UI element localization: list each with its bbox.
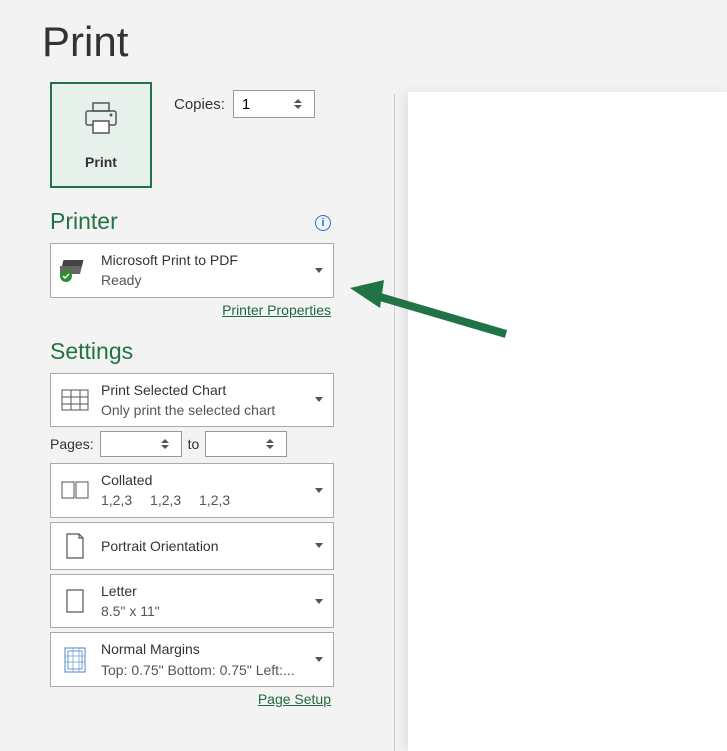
letter-icon <box>59 588 91 614</box>
printer-icon <box>81 101 121 142</box>
pages-from-stepper[interactable] <box>100 431 182 457</box>
margins-select[interactable]: Normal Margins Top: 0.75" Bottom: 0.75" … <box>50 632 334 687</box>
margins-title: Normal Margins <box>101 639 305 659</box>
chart-grid-icon <box>59 389 91 411</box>
copies-stepper[interactable] <box>233 90 315 118</box>
print-panel: Print Copies: Printer i <box>0 66 360 709</box>
up-arrow-icon[interactable] <box>161 439 169 443</box>
chevron-down-icon <box>315 543 323 548</box>
print-button[interactable]: Print <box>50 82 152 188</box>
printer-section-title: Printer <box>50 208 118 235</box>
pages-label: Pages: <box>50 436 94 452</box>
chevron-down-icon <box>315 268 323 273</box>
page-setup-link[interactable]: Page Setup <box>258 691 331 707</box>
printer-status: Ready <box>101 270 305 290</box>
printer-ready-icon <box>59 258 91 282</box>
printer-properties-link[interactable]: Printer Properties <box>222 302 331 318</box>
pages-to-label: to <box>188 436 200 452</box>
collated-icon <box>59 480 91 500</box>
copies-down-icon[interactable] <box>294 105 302 109</box>
pages-to-stepper[interactable] <box>205 431 287 457</box>
pages-from-input[interactable] <box>101 432 161 456</box>
what-to-print-sub: Only print the selected chart <box>101 400 305 420</box>
up-arrow-icon[interactable] <box>266 439 274 443</box>
collation-title: Collated <box>101 470 305 490</box>
collation-sub: 1,2,3 1,2,3 1,2,3 <box>101 490 305 510</box>
chevron-down-icon <box>315 488 323 493</box>
copies-input[interactable] <box>234 91 294 117</box>
margins-icon <box>59 646 91 674</box>
chevron-down-icon <box>315 397 323 402</box>
chevron-down-icon <box>315 599 323 604</box>
copies-up-icon[interactable] <box>294 99 302 103</box>
info-icon[interactable]: i <box>315 215 331 231</box>
what-to-print-title: Print Selected Chart <box>101 380 305 400</box>
paper-sub: 8.5" x 11" <box>101 601 305 621</box>
down-arrow-icon[interactable] <box>161 445 169 449</box>
panel-divider <box>394 94 395 751</box>
orientation-select[interactable]: Portrait Orientation <box>50 522 334 570</box>
paper-size-select[interactable]: Letter 8.5" x 11" <box>50 574 334 629</box>
chevron-down-icon <box>315 657 323 662</box>
what-to-print-select[interactable]: Print Selected Chart Only print the sele… <box>50 373 334 428</box>
down-arrow-icon[interactable] <box>266 445 274 449</box>
collation-select[interactable]: Collated 1,2,3 1,2,3 1,2,3 <box>50 463 334 518</box>
pages-to-input[interactable] <box>206 432 266 456</box>
page-title: Print <box>0 0 727 66</box>
margins-sub: Top: 0.75" Bottom: 0.75" Left:... <box>101 660 305 680</box>
portrait-icon <box>59 532 91 560</box>
print-button-label: Print <box>85 154 117 170</box>
printer-name: Microsoft Print to PDF <box>101 250 305 270</box>
copies-label: Copies: <box>174 96 225 113</box>
paper-title: Letter <box>101 581 305 601</box>
print-preview-pane <box>408 92 727 751</box>
settings-section-title: Settings <box>50 338 360 365</box>
printer-select[interactable]: Microsoft Print to PDF Ready <box>50 243 334 298</box>
orientation-title: Portrait Orientation <box>101 536 305 556</box>
